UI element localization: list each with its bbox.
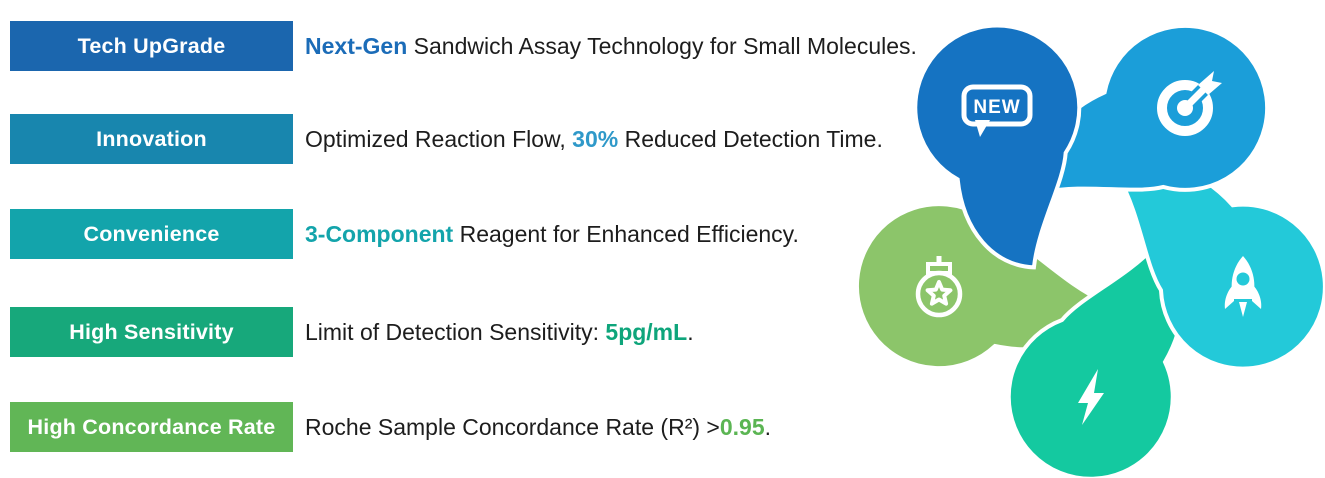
feature-label-text: Tech UpGrade: [77, 33, 226, 58]
feature-label-high-sensitivity: High Sensitivity: [10, 307, 293, 357]
feature-label-innovation: Innovation: [10, 114, 293, 164]
highlight-text: 30%: [572, 125, 619, 152]
highlight-text: 5pg/mL: [605, 318, 688, 345]
lightning-bolt-icon: [1078, 369, 1104, 425]
feature-label-high-concordance: High Concordance Rate: [10, 402, 293, 452]
medal-star-icon: [915, 256, 963, 318]
rocket-icon: [1224, 256, 1262, 317]
feature-description: Next-Gen Sandwich Assay Technology for S…: [305, 32, 917, 59]
feature-label-convenience: Convenience: [10, 209, 293, 259]
feature-row-convenience: Convenience 3-Component Reagent for Enha…: [10, 209, 799, 259]
feature-row-high-sensitivity: High Sensitivity Limit of Detection Sens…: [10, 307, 694, 357]
target-dart-icon: [1157, 71, 1222, 136]
feature-label-text: Convenience: [83, 221, 220, 246]
pinwheel-graphic: NEW: [854, 23, 1325, 478]
feature-label-text: High Sensitivity: [69, 319, 234, 344]
feature-label-text: High Concordance Rate: [27, 414, 276, 439]
feature-description: 3-Component Reagent for Enhanced Efficie…: [305, 220, 799, 247]
feature-row-high-concordance: High Concordance Rate Roche Sample Conco…: [10, 402, 771, 452]
highlight-text: Next-Gen: [305, 32, 408, 59]
new-speech-bubble-icon: NEW: [961, 84, 1033, 137]
feature-label-tech-upgrade: Tech UpGrade: [10, 21, 293, 71]
highlight-text: 0.95: [719, 413, 765, 440]
feature-description: Roche Sample Concordance Rate (R²) >0.95…: [305, 413, 771, 440]
feature-description: Limit of Detection Sensitivity: 5pg/mL.: [305, 318, 694, 345]
feature-label-text: Innovation: [96, 126, 207, 151]
highlight-text: 3-Component: [305, 220, 454, 247]
new-badge-text: NEW: [973, 97, 1020, 118]
feature-description: Optimized Reaction Flow, 30% Reduced Det…: [305, 125, 883, 152]
feature-row-innovation: Innovation Optimized Reaction Flow, 30% …: [10, 114, 883, 164]
feature-row-tech-upgrade: Tech UpGrade Next-Gen Sandwich Assay Tec…: [10, 21, 917, 71]
petal-new: [913, 23, 1082, 270]
